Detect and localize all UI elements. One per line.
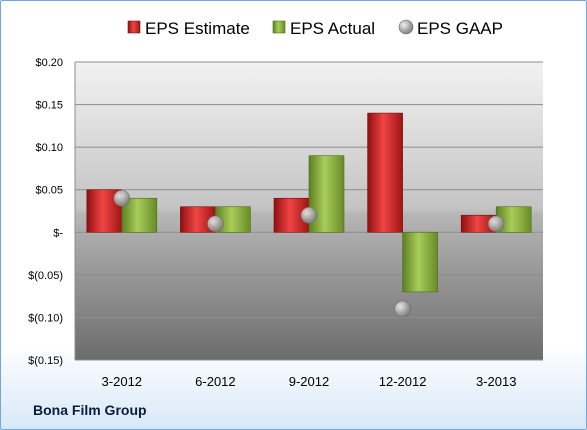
eps-estimate-bar-12-2012 — [367, 112, 403, 233]
gaap-markers — [113, 189, 505, 318]
gridlines — [75, 61, 543, 361]
eps-gaap-marker-12-2012 — [394, 300, 411, 318]
y-tick-label: $0.10 — [35, 142, 63, 154]
eps-actual-bar-12-2012 — [402, 231, 438, 293]
eps-gaap-marker-9-2012 — [300, 206, 318, 224]
x-tick-label: 6-2012 — [195, 374, 235, 389]
eps-gaap-marker-3-2012 — [113, 189, 131, 207]
legend-eps-gaap-label: EPS GAAP — [417, 19, 503, 38]
y-tick-label: $(0.15) — [28, 355, 63, 367]
x-axis: 3-2012 6-2012 9-2012 12-2012 3-2013 — [102, 374, 517, 389]
legend-eps-estimate-swatch — [127, 20, 141, 34]
eps-gaap-marker-6-2012 — [207, 215, 224, 233]
y-tick-label: $0.20 — [35, 57, 63, 69]
legend-eps-actual-swatch — [272, 20, 286, 34]
legend-eps-actual-label: EPS Actual — [290, 19, 375, 38]
x-tick-label: 12-2012 — [379, 374, 427, 389]
x-tick-label: 3-2013 — [476, 374, 516, 389]
y-tick-label: $- — [53, 227, 63, 239]
y-axis: $0.20 $0.15 $0.10 $0.05 $- $(0.05) $(0.10) $(0.… — [28, 57, 76, 367]
x-tick-label: 3-2012 — [102, 374, 142, 389]
x-tick-label: 9-2012 — [289, 374, 329, 389]
y-tick-label: $0.05 — [35, 185, 63, 197]
legend-eps-gaap-swatch — [398, 19, 414, 35]
eps-gaap-marker-3-2013 — [487, 215, 505, 233]
y-tick-label: $0.15 — [35, 100, 63, 112]
company-name: Bona Film Group — [33, 402, 147, 418]
y-tick-label: $(0.10) — [28, 312, 63, 324]
legend-eps-estimate-label: EPS Estimate — [145, 19, 250, 38]
y-tick-label: $(0.05) — [28, 270, 63, 282]
legend: EPS Estimate EPS Actual EPS GAAP — [127, 19, 503, 38]
